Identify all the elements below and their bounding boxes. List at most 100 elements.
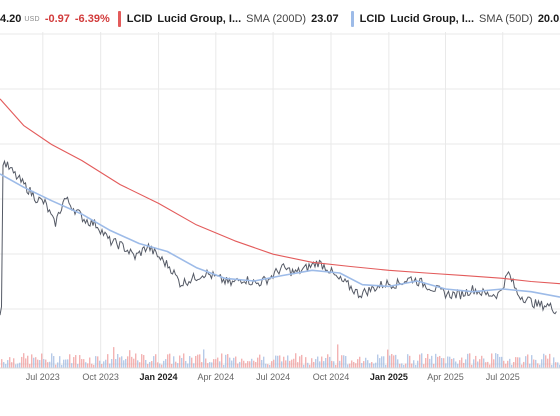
volume-bar [171,363,173,368]
x-tick-label: Oct 2023 [82,372,119,382]
sma50-color-swatch [350,11,354,27]
volume-bar [513,362,515,368]
volume-bar [133,358,135,368]
volume-bar [533,359,535,368]
volume-bar [473,359,475,368]
sma50-value: 20.01 [537,13,560,25]
volume-bar [251,358,253,368]
volume-bar [491,353,493,368]
volume-bar [529,363,531,368]
volume-bar [97,356,99,368]
volume-bar [179,355,181,368]
volume-bar [121,356,123,368]
volume-bar [359,356,361,368]
volume-bar [451,358,453,368]
volume-bar [195,355,197,368]
volume-bar [429,358,431,368]
sma200-company: Lucid Group, I... [157,13,242,25]
volume-bar [239,361,241,368]
volume-bar [17,363,19,368]
price-change-percent: -6.39% [74,13,110,25]
volume-bar [411,363,413,368]
volume-bar [311,358,313,368]
volume-bar [321,356,323,368]
volume-bar [191,357,193,368]
volume-bar [201,362,203,368]
volume-bar [173,356,175,368]
volume-bar [439,355,441,368]
volume-bar [379,358,381,368]
volume-bar [85,362,87,368]
volume-bar [83,359,85,368]
volume-bar [117,354,119,368]
volume-bar [275,355,277,368]
volume-bar [505,363,507,368]
volume-bar [463,362,465,368]
volume-bar [443,358,445,368]
volume-bar [99,360,101,368]
volume-bar [521,364,523,368]
volume-bar [223,364,225,368]
volume-bar [323,361,325,368]
sma200-color-swatch [117,11,121,27]
volume-bar [303,364,305,368]
volume-bar [373,363,375,368]
volume-bar [27,355,29,368]
price-value: 4.20 [0,13,22,25]
volume-bar [237,363,239,368]
legend-sma50[interactable]: LCID Lucid Group, I... SMA (50D) 20.01 [339,8,560,30]
volume-bar [23,353,25,368]
volume-bar [263,356,265,368]
volume-bar [115,359,117,368]
volume-bar [307,362,309,368]
volume-bar [319,361,321,368]
volume-bar [345,356,347,368]
volume-bar [247,361,249,368]
x-tick-label: Apr 2024 [198,372,235,382]
volume-bar [57,362,59,368]
volume-bar [369,363,371,368]
volume-bar [483,358,485,368]
volume-bar [493,359,495,368]
sma50-line [0,173,560,298]
x-tick-label: Jan 2025 [370,372,408,382]
volume-bar [49,361,51,368]
volume-bar [123,360,125,368]
volume-bar [403,364,405,368]
volume-bar [295,353,297,368]
volume-bar [467,353,469,368]
volume-bar [205,358,207,368]
volume-bar [517,357,519,368]
volume-bar [329,356,331,368]
volume-bar [419,354,421,368]
volume-bar [339,360,341,368]
volume-bar [63,359,65,368]
volume-bar [543,353,545,368]
volume-bar [143,355,145,368]
volume-bar [137,360,139,368]
volume-bar [325,358,327,368]
volume-bar [225,354,227,368]
volume-bar [43,359,45,368]
volume-bar [333,361,335,368]
price-readout: 4.20 USD -0.97 -6.39% [0,8,110,30]
volume-bar [81,359,83,368]
volume-bar [231,360,233,368]
volume-bar [155,354,157,368]
volume-bar [107,354,109,368]
volume-bar [267,364,269,368]
volume-bar [101,364,103,368]
volume-bar [475,355,477,368]
volume-bar [457,363,459,368]
volume-bar [375,362,377,368]
volume-bar [21,356,23,368]
volume-bar [387,349,389,368]
volume-bar [427,353,429,368]
volume-bar [65,359,67,368]
volume-bar [531,355,533,368]
volume-bar [539,364,541,368]
volume-bar [489,364,491,368]
legend-sma200[interactable]: LCID Lucid Group, I... SMA (200D) 23.07 [110,8,339,30]
